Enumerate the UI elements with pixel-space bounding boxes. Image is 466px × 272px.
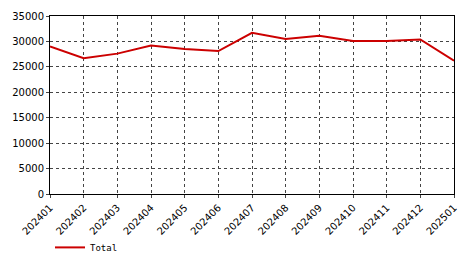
svg-text:15000: 15000 [12,112,44,123]
svg-text:35000: 35000 [12,11,44,22]
svg-text:202402: 202402 [54,202,89,237]
svg-text:202401: 202401 [20,202,55,237]
svg-text:202408: 202408 [256,202,291,237]
svg-text:202410: 202410 [323,202,358,237]
svg-text:202405: 202405 [155,202,190,237]
svg-text:202407: 202407 [222,202,257,237]
svg-text:20000: 20000 [12,87,44,98]
svg-text:202501: 202501 [424,202,459,237]
svg-text:10000: 10000 [12,138,44,149]
svg-text:Total: Total [90,243,117,253]
svg-text:202409: 202409 [289,202,324,237]
svg-text:5000: 5000 [19,163,44,174]
svg-text:202411: 202411 [357,202,392,237]
svg-text:202406: 202406 [188,202,223,237]
svg-text:30000: 30000 [12,36,44,47]
svg-text:202412: 202412 [390,202,425,237]
svg-text:202403: 202403 [87,202,122,237]
svg-text:202404: 202404 [121,202,156,237]
svg-text:0: 0 [38,189,44,200]
svg-text:25000: 25000 [12,61,44,72]
